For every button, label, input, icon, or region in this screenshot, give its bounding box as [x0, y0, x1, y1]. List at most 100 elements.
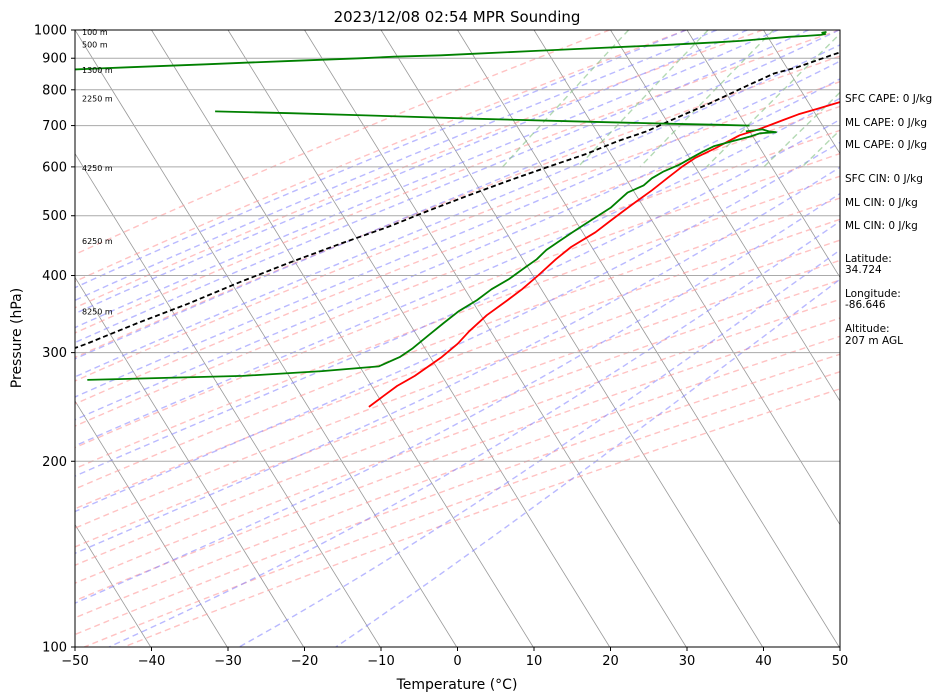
isotherm-line [75, 523, 152, 647]
isotherm-line [227, 30, 611, 647]
x-tick-label: 10 [526, 654, 543, 669]
y-tick-label: 900 [42, 52, 67, 67]
chart-title: 2023/12/08 02:54 MPR Sounding [334, 8, 581, 26]
dry-adiabat-line [75, 30, 840, 334]
ml-cin-text: ML CIN: 0 J/kg [845, 197, 918, 209]
moist-adiabat-line [75, 30, 687, 289]
moist-adiabat-line [75, 78, 840, 421]
dewpoint-lower-profile-line [215, 110, 750, 127]
x-tick-label: −10 [367, 654, 394, 669]
moist-adiabat-line [75, 30, 718, 302]
ml-cape-text-2: ML CAPE: 0 J/kg [845, 139, 927, 151]
moist-adiabat-line [75, 43, 840, 378]
ml-cin-text-2: ML CIN: 0 J/kg [845, 220, 918, 232]
dewpoint-upper-profile-line [87, 128, 777, 381]
height-label: 500 m [82, 40, 108, 49]
moist-adiabat-line [75, 118, 840, 477]
dry-adiabat-line [75, 239, 840, 529]
moist-adiabat-line [75, 166, 840, 555]
dry-adiabat-line [75, 30, 687, 283]
dry-adiabat-line [75, 152, 840, 449]
isotherm-line [457, 30, 840, 647]
temperature-profile-line [368, 101, 840, 408]
height-label: 8250 m [82, 307, 113, 316]
moist-adiabat-line [75, 97, 840, 447]
y-tick-label: 200 [42, 455, 67, 470]
x-tick-label: 0 [453, 654, 461, 669]
sfc-cin-text: SFC CIN: 0 J/kg [845, 173, 923, 185]
dry-adiabat-line [75, 30, 610, 256]
isotherm-line [610, 30, 840, 402]
x-tick-label: 30 [679, 654, 696, 669]
mixing-ratio-line [502, 30, 630, 168]
isotherm-line [686, 30, 840, 279]
isotherm-line [763, 30, 840, 155]
sounding-parameters-panel: SFC CAPE: 0 J/kg ML CAPE: 0 J/kg ML CAPE… [845, 93, 932, 347]
x-tick-label: −20 [291, 654, 318, 669]
dry-adiabat-line [75, 175, 840, 470]
x-tick-label: 20 [602, 654, 619, 669]
height-label: 2250 m [82, 94, 113, 103]
x-axis-ticks: −50 −40 −30 −20 −10 0 10 20 30 40 50 [61, 647, 848, 669]
isotherm-line [75, 152, 381, 647]
moist-adiabat-line [75, 30, 779, 329]
latitude-value: 34.724 [845, 264, 882, 276]
y-axis-ticks: 100 200 300 400 500 600 700 800 900 1000 [34, 24, 75, 656]
dry-adiabat-line [123, 388, 840, 647]
x-axis-label: Temperature (°C) [396, 677, 518, 693]
height-label: 1300 m [82, 66, 113, 75]
dry-adiabat-line [75, 298, 840, 584]
moist-adiabat-line [335, 278, 840, 647]
isotherm-line [75, 30, 458, 647]
moist-adiabat-line [75, 30, 748, 315]
isotherm-line [75, 276, 305, 647]
dry-adiabat-line [75, 129, 840, 427]
longitude-label: Longitude: [845, 288, 901, 300]
y-tick-label: 400 [42, 269, 67, 284]
dry-adiabat-line [75, 218, 840, 510]
y-tick-label: 500 [42, 209, 67, 224]
x-tick-label: 50 [832, 654, 849, 669]
y-tick-label: 1000 [34, 24, 67, 39]
y-tick-label: 100 [42, 641, 67, 656]
dry-adiabat-line [83, 370, 840, 647]
moist-adiabat-line [75, 141, 840, 513]
moist-adiabat-line [108, 220, 840, 647]
x-tick-label: 40 [755, 654, 772, 669]
ml-cape-text: ML CAPE: 0 J/kg [845, 117, 927, 129]
moist-adiabat-line [75, 30, 840, 360]
height-label: 100 m [82, 28, 108, 37]
data-lines [75, 31, 840, 408]
y-tick-label: 700 [42, 119, 67, 134]
dry-adiabat-line [75, 353, 840, 636]
isotherm-line [380, 30, 764, 647]
dry-adiabat-line [75, 55, 840, 359]
x-tick-label: −30 [214, 654, 241, 669]
background-grid [75, 30, 840, 647]
y-axis-label: Pressure (hPa) [9, 288, 25, 388]
isotherm-line [75, 400, 228, 647]
y-tick-label: 300 [42, 346, 67, 361]
dewpoint-profile-line [75, 31, 827, 71]
sfc-cape-text: SFC CAPE: 0 J/kg [845, 93, 932, 105]
mixing-ratio-line [706, 32, 840, 168]
moist-adiabat-line [75, 60, 840, 398]
parcel-profile-line [75, 51, 840, 349]
dry-adiabat-line [75, 259, 840, 548]
latitude-label: Latitude: [845, 253, 892, 265]
longitude-value: -86.646 [845, 299, 886, 311]
dry-adiabat-line [75, 30, 763, 309]
height-label: 6250 m [82, 237, 113, 246]
altitude-label: Altitude: [845, 323, 890, 335]
isotherm-line [304, 30, 687, 647]
y-tick-label: 800 [42, 83, 67, 98]
dry-adiabat-line [75, 317, 840, 602]
x-tick-label: −40 [138, 654, 165, 669]
isotherm-line [151, 30, 534, 647]
dry-adiabat-line [75, 279, 840, 567]
dry-adiabat-line [75, 80, 840, 382]
x-tick-label: −50 [61, 654, 88, 669]
altitude-value: 207 m AGL [845, 335, 903, 347]
dry-adiabat-line [75, 197, 840, 490]
